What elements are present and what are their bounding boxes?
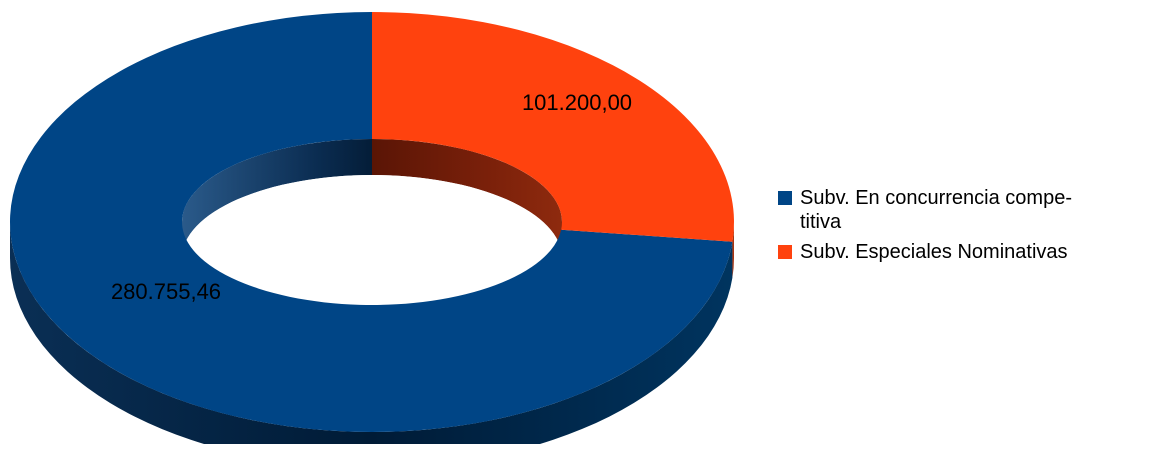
legend-label-1: Subv. Especiales Nominativas xyxy=(800,241,1068,263)
donut-slice-1 xyxy=(372,12,734,242)
legend-swatch-0 xyxy=(778,191,792,205)
legend-item-1: Subv. Especiales Nominativas xyxy=(778,240,1163,264)
donut-chart: 280.755,46 101.200,00 xyxy=(9,12,734,449)
data-label-0: 280.755,46 xyxy=(111,279,221,304)
legend-label-0: Subv. En concurrencia compe- titiva xyxy=(800,187,1072,233)
legend-swatch-1 xyxy=(778,245,792,259)
donut-slice-0 xyxy=(9,12,733,433)
data-label-1: 101.200,00 xyxy=(522,90,632,115)
legend-item-0: Subv. En concurrencia compe- titiva xyxy=(778,186,1163,234)
donut-side-1 xyxy=(732,222,734,278)
legend: Subv. En concurrencia compe- titiva Subv.… xyxy=(778,186,1163,270)
donut-chart-svg: 280.755,46 101.200,00 xyxy=(9,12,734,449)
donut-inner-wall-0-0 xyxy=(182,139,372,258)
donut-inner-wall-1-0 xyxy=(372,139,562,258)
